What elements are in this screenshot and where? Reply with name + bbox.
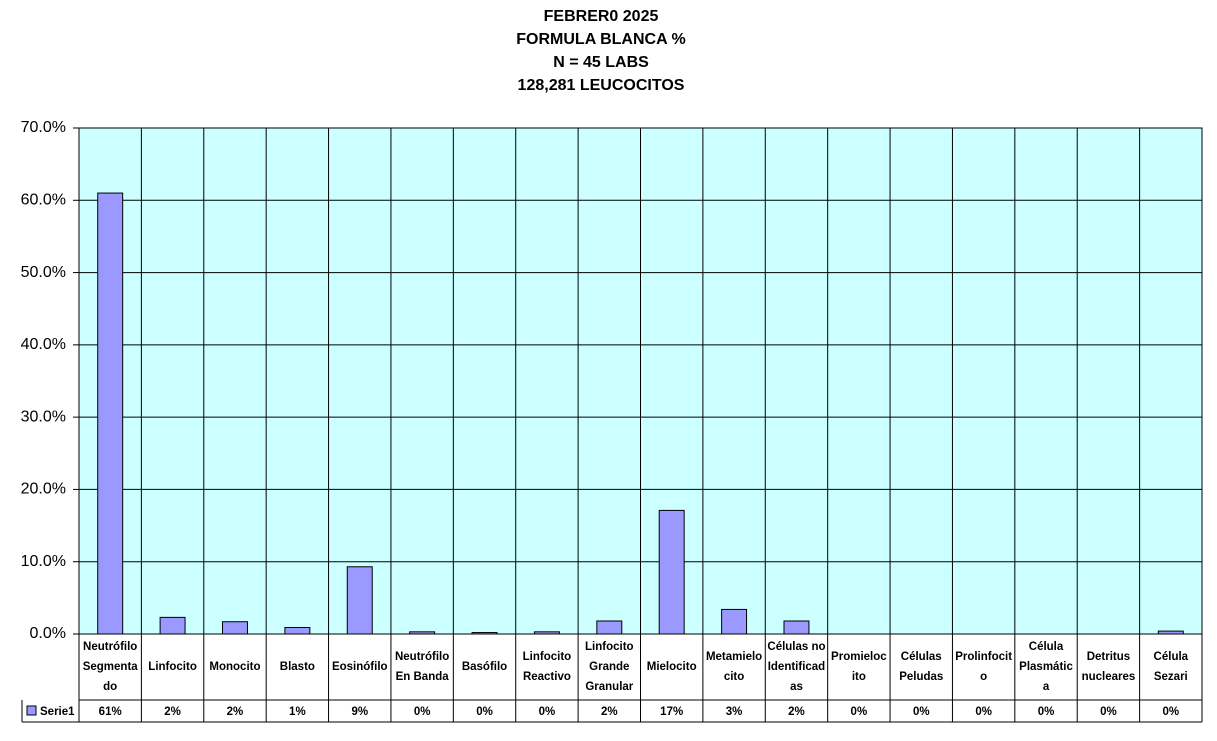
y-tick-label: 40.0%	[21, 336, 66, 353]
y-tick-label: 10.0%	[21, 553, 66, 570]
x-tick-label: Detritus	[1087, 651, 1130, 663]
x-tick-label: Neutrófilo	[83, 641, 137, 653]
data-label: 2%	[164, 706, 181, 718]
bar	[159, 616, 186, 635]
x-tick-label: Linfocito	[148, 661, 197, 673]
x-tick-label: o	[980, 671, 987, 683]
x-tick-label: Células no	[767, 641, 825, 653]
x-tick-label: ito	[852, 671, 866, 683]
x-tick-label: Identificad	[768, 661, 826, 673]
x-tick-label: Prolinfocit	[955, 651, 1012, 663]
x-tick-label: Metamielo	[706, 651, 762, 663]
y-tick-label: 30.0%	[21, 408, 66, 425]
x-tick-label: Linfocito	[523, 651, 572, 663]
chart-title: 128,281 LEUCOCITOS	[518, 77, 685, 94]
bar	[596, 620, 623, 635]
x-tick-label: En Banda	[396, 671, 450, 683]
x-tick-label: Plasmátic	[1019, 661, 1073, 673]
legend-label: Serie1	[40, 706, 75, 718]
y-tick-label: 50.0%	[21, 264, 66, 281]
x-tick-label: Grande	[589, 661, 629, 673]
x-tick-label: do	[103, 681, 117, 693]
x-tick-label: Monocito	[209, 661, 260, 673]
data-label: 2%	[788, 706, 805, 718]
bar	[1157, 630, 1184, 635]
x-tick-label: Basófilo	[462, 661, 507, 673]
y-tick-label: 20.0%	[21, 481, 66, 498]
bar	[346, 566, 373, 635]
x-tick-label: a	[1043, 681, 1050, 693]
x-tick-label: Blasto	[280, 661, 315, 673]
bar	[409, 631, 436, 635]
x-tick-label: Neutrófilo	[395, 651, 449, 663]
x-tick-label: Células	[901, 651, 942, 663]
bar	[471, 632, 498, 635]
x-tick-label: Mielocito	[647, 661, 697, 673]
data-label: 0%	[539, 706, 556, 718]
data-label: 0%	[975, 706, 992, 718]
x-tick-label: Granular	[585, 681, 633, 693]
bar	[221, 621, 248, 635]
x-tick-label: Reactivo	[523, 671, 571, 683]
legend-swatch	[26, 705, 37, 716]
bar	[533, 631, 560, 635]
x-tick-label: Promieloc	[831, 651, 887, 663]
data-label: 0%	[851, 706, 868, 718]
x-tick-label: cito	[724, 671, 744, 683]
bar	[721, 608, 748, 635]
bar	[284, 626, 311, 635]
data-label: 1%	[289, 706, 306, 718]
x-tick-label: Eosinófilo	[332, 661, 388, 673]
x-tick-label: Célula	[1029, 641, 1064, 653]
data-label: 2%	[227, 706, 244, 718]
x-tick-label: Peludas	[899, 671, 943, 683]
data-label: 0%	[414, 706, 431, 718]
data-label: 3%	[726, 706, 743, 718]
chart-title: FEBRER0 2025	[544, 8, 659, 25]
data-label: 0%	[913, 706, 930, 718]
x-tick-label: as	[790, 681, 803, 693]
data-label: 61%	[99, 706, 122, 718]
y-tick-label: 0.0%	[30, 625, 66, 642]
data-label: 17%	[660, 706, 683, 718]
x-tick-label: Segmenta	[83, 661, 139, 673]
chart-title: FORMULA BLANCA %	[516, 31, 685, 48]
y-tick-label: 60.0%	[21, 192, 66, 209]
data-label: 0%	[476, 706, 493, 718]
bar	[783, 620, 810, 635]
data-label: 2%	[601, 706, 618, 718]
chart-title: N = 45 LABS	[553, 54, 649, 71]
data-label: 0%	[1100, 706, 1117, 718]
y-tick-label: 70.0%	[21, 119, 66, 136]
data-label: 0%	[1038, 706, 1055, 718]
bar	[658, 509, 685, 635]
x-tick-label: Linfocito	[585, 641, 634, 653]
x-tick-label: nucleares	[1082, 671, 1136, 683]
data-label: 9%	[351, 706, 368, 718]
x-tick-label: Célula	[1154, 651, 1189, 663]
bar	[97, 192, 124, 635]
data-label: 0%	[1162, 706, 1179, 718]
x-tick-label: Sezari	[1154, 671, 1188, 683]
